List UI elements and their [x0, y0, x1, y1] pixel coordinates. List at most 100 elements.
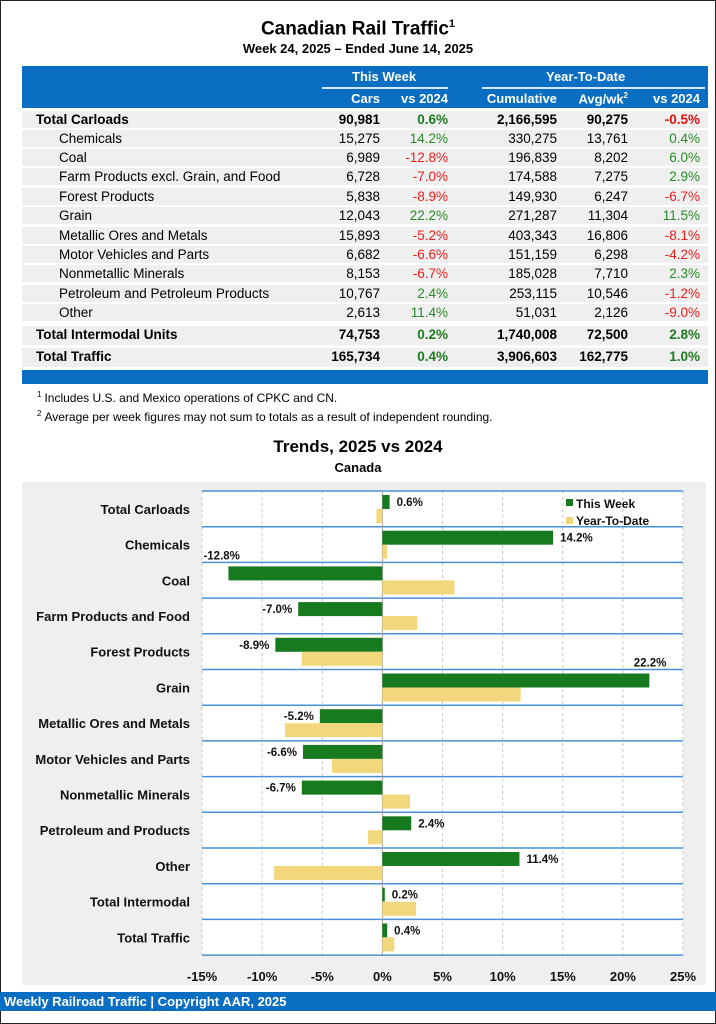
table-row: Total Traffic 165,734 0.4% 3,906,603 162,775… — [22, 348, 708, 367]
row-label: Metallic Ores and Metals — [59, 228, 208, 243]
bar-ytd — [376, 509, 383, 523]
cell-avgwk: 162,775 — [579, 349, 628, 364]
cell-week-pct: 11.4% — [410, 305, 448, 320]
bar-this-week — [382, 887, 385, 902]
bar-this-week — [303, 744, 383, 759]
x-tick-label: 0% — [373, 969, 392, 984]
data-label: -7.0% — [262, 604, 292, 616]
bar-ytd — [274, 866, 383, 880]
footnote-text: Average per week figures may not sum to … — [44, 410, 493, 424]
data-label: -8.9% — [239, 640, 269, 652]
cell-cumulative: 253,115 — [509, 286, 557, 301]
category-label: Other — [155, 859, 190, 874]
row-label: Other — [59, 305, 93, 320]
table-footer-bar — [22, 370, 708, 384]
x-tick-label: 5% — [433, 969, 452, 984]
row-label: Total Traffic — [36, 349, 112, 364]
category-label: Chemicals — [125, 538, 190, 553]
bar-ytd — [331, 758, 383, 773]
cell-ytd-pct: -0.5% — [664, 112, 700, 127]
table-row: Forest Products 5,838 -8.9% 149,930 6,247 -6.… — [22, 188, 708, 205]
category-label: Grain — [156, 680, 190, 695]
x-tick-label: 15% — [550, 969, 576, 984]
cell-week-pct: -8.9% — [412, 189, 448, 204]
cell-avgwk: 7,275 — [594, 169, 628, 184]
col-vs2024-week: vs 2024 — [401, 91, 448, 106]
row-label: Total Carloads — [36, 112, 129, 127]
data-label: 2.4% — [418, 818, 444, 830]
category-label: Metallic Ores and Metals — [38, 716, 190, 731]
cell-cumulative: 2,166,595 — [496, 112, 557, 127]
bar-ytd — [382, 580, 455, 595]
legend-swatch-this-week — [566, 499, 573, 506]
x-tick-label: 20% — [610, 969, 636, 984]
cell-cumulative: 196,839 — [508, 150, 557, 165]
header-this-week: This Week — [352, 69, 417, 84]
cell-cumulative: 149,930 — [508, 189, 557, 204]
row-label: Nonmetallic Minerals — [59, 266, 185, 281]
cell-cars: 6,989 — [346, 150, 380, 165]
cell-avgwk: 10,546 — [586, 286, 628, 301]
cell-cumulative: 330,275 — [508, 131, 557, 146]
x-tick-label: -10% — [247, 969, 278, 984]
cell-cumulative: 174,588 — [508, 169, 557, 184]
cell-ytd-pct: -4.2% — [664, 247, 700, 262]
table-row: Grain 12,043 22.2% 271,287 11,304 11.5% — [22, 207, 708, 224]
page-title: Canadian Rail Traffic1 — [0, 18, 716, 40]
cell-avgwk: 72,500 — [586, 327, 628, 342]
data-label: -6.6% — [267, 747, 297, 759]
bar-ytd — [382, 687, 521, 702]
category-label: Total Intermodal — [90, 895, 190, 910]
cell-avgwk: 11,304 — [587, 208, 628, 223]
plot-area — [202, 491, 683, 956]
bar-this-week — [319, 709, 383, 724]
cell-week-pct: -6.6% — [412, 247, 448, 262]
x-tick-label: -5% — [311, 969, 335, 984]
bar-this-week — [382, 816, 412, 831]
bar-ytd — [284, 723, 383, 738]
data-label: 11.4% — [526, 854, 558, 866]
table-row: Total Carloads 90,981 0.6% 2,166,595 90,275 -… — [22, 111, 708, 128]
category-label: Total Carloads — [101, 502, 190, 517]
cell-ytd-pct: -9.0% — [664, 305, 700, 320]
table-row: Other 2,613 11.4% 51,031 2,126 -9.0% — [22, 304, 708, 321]
col-avgwk: Avg/wk2 — [579, 91, 628, 106]
cell-cumulative: 185,028 — [508, 266, 557, 281]
cell-week-pct: -6.7% — [412, 266, 448, 281]
cell-cars: 165,734 — [331, 349, 380, 364]
cell-week-pct: -7.0% — [412, 169, 448, 184]
legend-label-this-week: This Week — [576, 497, 635, 511]
data-label: -6.7% — [266, 783, 296, 795]
cell-avgwk: 8,202 — [594, 150, 628, 165]
row-label: Grain — [59, 208, 93, 223]
cell-cars: 15,275 — [338, 131, 380, 146]
table-row: Coal 6,989 -12.8% 196,839 8,202 6.0% — [22, 149, 708, 166]
cell-cars: 5,838 — [346, 189, 380, 204]
cell-week-pct: 0.4% — [417, 349, 448, 364]
data-label: 22.2% — [634, 658, 667, 670]
bar-this-week — [301, 780, 383, 795]
data-label: -5.2% — [284, 711, 314, 723]
category-label: Motor Vehicles and Parts — [35, 752, 190, 767]
cell-avgwk: 7,710 — [594, 266, 628, 281]
cell-ytd-pct: 11.5% — [662, 208, 700, 223]
x-tick-label: 10% — [490, 969, 516, 984]
cell-cars: 10,767 — [338, 286, 380, 301]
footnote-mark: 1 — [37, 390, 42, 399]
bar-ytd — [301, 651, 383, 666]
cell-cumulative: 51,031 — [515, 305, 557, 320]
cell-cumulative: 151,159 — [508, 247, 557, 262]
bar-ytd — [382, 794, 411, 809]
cell-week-pct: -12.8% — [405, 150, 448, 165]
cell-cars: 12,043 — [338, 208, 380, 223]
category-label: Total Traffic — [117, 930, 190, 945]
data-label: 0.2% — [392, 890, 418, 902]
header-ytd: Year-To-Date — [546, 69, 626, 84]
legend-label-ytd: Year-To-Date — [576, 514, 649, 528]
x-tick-label: -15% — [187, 969, 218, 984]
cell-avgwk: 6,298 — [594, 247, 628, 262]
footnote-mark: 2 — [37, 409, 42, 418]
cell-avgwk: 16,806 — [586, 228, 628, 243]
cell-week-pct: 14.2% — [409, 131, 448, 146]
cell-ytd-pct: -8.1% — [664, 228, 700, 243]
